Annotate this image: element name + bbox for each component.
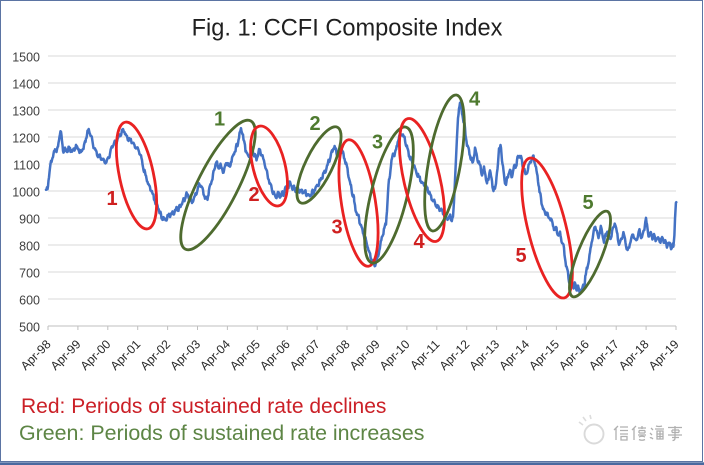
svg-text:2: 2 xyxy=(248,184,259,206)
svg-text:800: 800 xyxy=(19,239,40,253)
svg-text:1000: 1000 xyxy=(12,185,40,199)
svg-text:3: 3 xyxy=(331,217,342,239)
svg-text:5: 5 xyxy=(582,192,593,214)
svg-text:1: 1 xyxy=(106,188,117,210)
svg-text:5: 5 xyxy=(515,245,526,267)
svg-text:1500: 1500 xyxy=(12,50,40,64)
svg-text:600: 600 xyxy=(19,293,40,307)
svg-text:700: 700 xyxy=(19,266,40,280)
svg-text:4: 4 xyxy=(469,89,481,111)
svg-text:1200: 1200 xyxy=(12,131,40,145)
svg-text:2: 2 xyxy=(309,113,320,135)
svg-text:3: 3 xyxy=(372,132,383,154)
svg-text:500: 500 xyxy=(19,320,40,334)
svg-text:1300: 1300 xyxy=(12,104,40,118)
svg-text:1100: 1100 xyxy=(13,158,40,172)
svg-text:1: 1 xyxy=(214,109,225,131)
svg-text:Green: Periods of sustained ra: Green: Periods of sustained rate increas… xyxy=(19,421,424,445)
svg-text:900: 900 xyxy=(19,212,40,226)
svg-text:1400: 1400 xyxy=(12,77,40,91)
svg-text:4: 4 xyxy=(413,231,425,253)
svg-text:Red: Periods of sustained rate: Red: Periods of sustained rate declines xyxy=(21,395,386,418)
svg-text:Fig. 1: CCFI Composite Index: Fig. 1: CCFI Composite Index xyxy=(192,16,503,42)
